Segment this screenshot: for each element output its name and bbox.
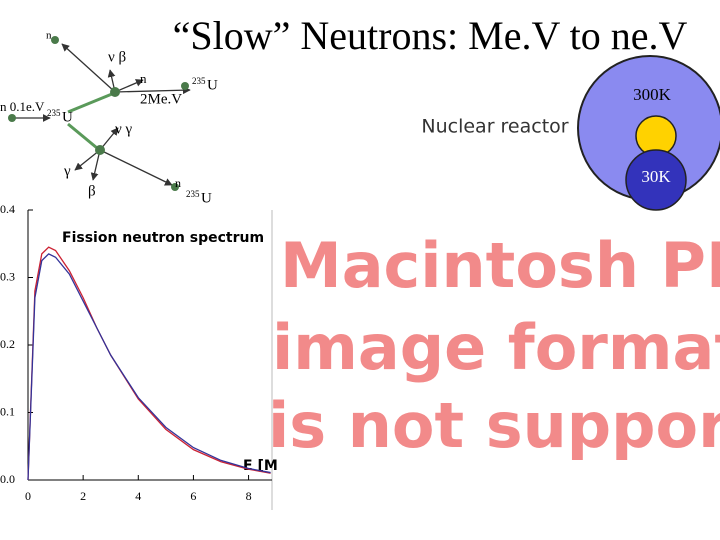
y-tick-label: 0.2 (0, 337, 15, 351)
slide-title: “Slow” Neutrons: Me.V to ne.V (173, 13, 688, 58)
nucleus-mass: 235 (47, 108, 61, 118)
x-tick-label: 2 (80, 489, 86, 503)
nucleus-symbol: U (207, 77, 218, 93)
diagram-label: γ (63, 163, 71, 179)
diagram-arrows (15, 43, 191, 186)
y-tick-label: 0.3 (0, 269, 15, 283)
spectrum-line (27, 246, 271, 481)
y-tick-label: 0.0 (0, 472, 15, 486)
inner-temp: 30K (641, 167, 671, 186)
placeholder-line: is not supported (268, 389, 720, 462)
diagram-label: n (46, 30, 52, 42)
diagram-label: 2Me.V (140, 91, 182, 107)
nucleus-mass: 235 (192, 76, 206, 86)
diagram-label: n (140, 71, 147, 86)
cold-source (625, 149, 687, 211)
x-tick-label: 6 (190, 489, 196, 503)
diagram-label: n (175, 176, 181, 190)
reactor-label: Nuclear reactor (421, 116, 568, 138)
nucleus-symbol: U (201, 190, 212, 206)
diagram-label: ν γ (115, 121, 133, 137)
diagram-label: ν β (108, 49, 126, 65)
diagram-label: n 0.1e.V (0, 99, 45, 114)
chart: 0.0 0.1 0.2 0.3 0.4 0 2 4 6 8 Fission neutron spec… (0, 202, 278, 510)
outer-temp: 300K (633, 85, 672, 104)
x-tick-label: 0 (25, 489, 31, 503)
y-tick-label: 0.4 (0, 202, 15, 216)
chart-title: Fission neutron spectrum (62, 230, 264, 246)
x-tick-label: 8 (246, 489, 252, 503)
nucleus-mass: 235 (186, 189, 200, 199)
nucleus-symbol: U (62, 109, 73, 125)
y-tick-label: 0.1 (0, 404, 15, 418)
diagram-label: β (88, 183, 96, 199)
x-tick-label: 4 (135, 489, 141, 503)
placeholder-line: image format (272, 311, 720, 384)
diagram-dots (8, 36, 189, 191)
fission-arrows (67, 92, 113, 150)
placeholder-line: Macintosh PICT (280, 229, 720, 302)
spectrum-line (27, 253, 271, 481)
